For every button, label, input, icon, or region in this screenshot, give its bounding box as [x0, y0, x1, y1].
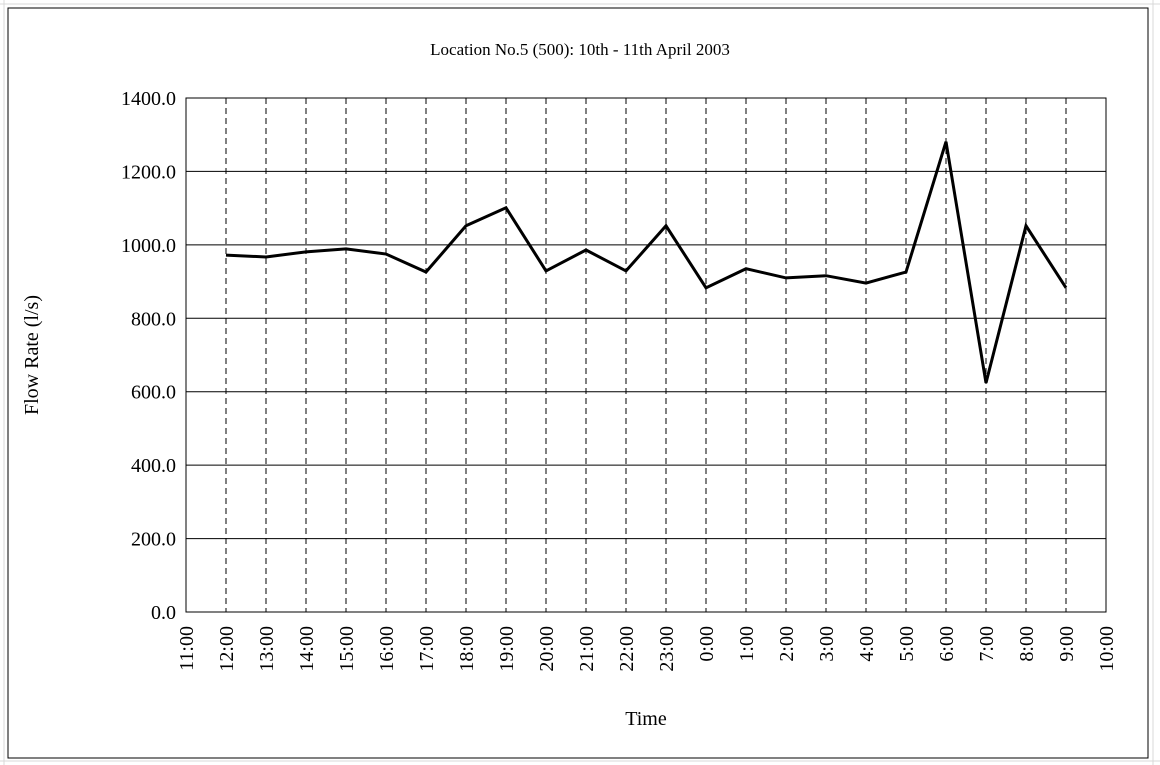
y-axis-title: Flow Rate (l/s) [21, 295, 43, 415]
y-tick-label: 200.0 [131, 529, 176, 551]
x-axis-title: Time [625, 708, 667, 730]
x-tick-label: 4:00 [856, 626, 878, 662]
x-tick-label: 3:00 [816, 626, 838, 662]
x-tick-label: 12:00 [216, 626, 238, 672]
x-tick-label: 9:00 [1056, 626, 1078, 662]
x-tick-label: 13:00 [256, 626, 278, 672]
x-tick-label: 10:00 [1096, 626, 1118, 672]
chart-area [7, 7, 1149, 759]
y-tick-label: 1200.0 [121, 161, 176, 183]
x-tick-label: 5:00 [896, 626, 918, 662]
x-tick-label: 15:00 [336, 626, 358, 672]
plot-area [185, 97, 1107, 613]
y-tick-label: 400.0 [131, 455, 176, 477]
x-tick-label: 19:00 [496, 626, 518, 672]
chart-title: Location No.5 (500): 10th - 11th April 2… [430, 40, 730, 59]
x-tick-label: 0:00 [696, 626, 718, 662]
x-tick-label: 18:00 [456, 626, 478, 672]
x-tick-label: 6:00 [936, 626, 958, 662]
x-tick-label: 16:00 [376, 626, 398, 672]
x-tick-label: 14:00 [296, 626, 318, 672]
y-tick-label: 600.0 [131, 382, 176, 404]
x-tick-label: 22:00 [616, 626, 638, 672]
y-tick-label: 0.0 [151, 602, 176, 624]
x-tick-label: 8:00 [1016, 626, 1038, 662]
x-tick-label: 7:00 [976, 626, 998, 662]
y-tick-label: 1000.0 [121, 235, 176, 257]
x-tick-label: 21:00 [576, 626, 598, 672]
x-tick-label: 23:00 [656, 626, 678, 672]
y-tick-label: 800.0 [131, 308, 176, 330]
x-tick-label: 20:00 [536, 626, 558, 672]
y-tick-label: 1400.0 [121, 88, 176, 110]
x-tick-label: 1:00 [736, 626, 758, 662]
x-tick-label: 11:00 [176, 626, 198, 671]
x-tick-label: 17:00 [416, 626, 438, 672]
x-tick-label: 2:00 [776, 626, 798, 662]
data-line [225, 141, 1068, 384]
